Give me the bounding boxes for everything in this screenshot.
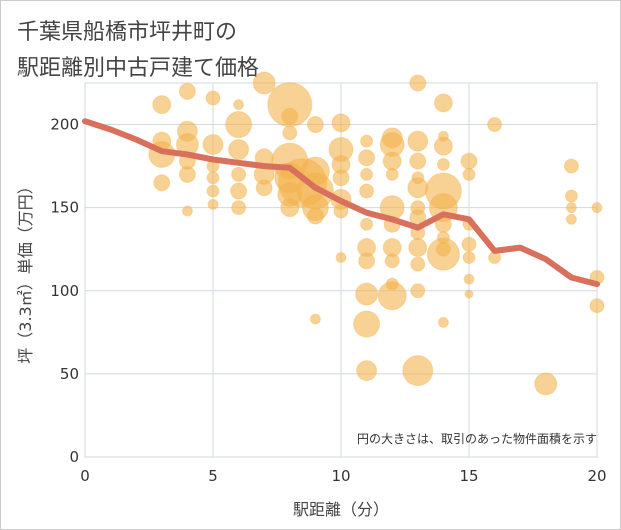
- data-point: [360, 134, 374, 148]
- data-point: [281, 107, 299, 125]
- data-point: [534, 372, 558, 396]
- trend-line: [82, 118, 600, 288]
- data-point: [353, 310, 381, 338]
- data-point: [460, 152, 478, 170]
- chart-title: 千葉県船橋市坪井町の 駅距離別中古戸建て価格: [17, 15, 259, 87]
- data-point: [358, 149, 376, 167]
- bubble-layer: [148, 71, 605, 396]
- data-point: [206, 171, 220, 185]
- y-tick-label: 150: [50, 199, 79, 217]
- data-point: [384, 253, 400, 269]
- grid-lines: [84, 82, 598, 458]
- data-point: [355, 282, 379, 306]
- data-point: [207, 198, 219, 210]
- data-point: [410, 256, 426, 272]
- y-tick-labels: 0 50 100 150 200: [50, 116, 79, 466]
- data-point: [306, 207, 324, 225]
- x-tick-label: 15: [459, 467, 478, 485]
- data-point: [205, 90, 221, 106]
- title-line-1: 千葉県船橋市坪井町の: [17, 20, 238, 45]
- data-point: [563, 158, 579, 174]
- data-point: [462, 167, 476, 181]
- data-point: [464, 289, 474, 299]
- y-axis-label: 坪（3.3㎡）単価（万円）: [16, 178, 35, 363]
- x-tick-label: 0: [80, 467, 90, 485]
- x-tick-label: 10: [331, 467, 350, 485]
- data-point: [407, 177, 429, 199]
- y-tick-label: 0: [69, 448, 79, 466]
- data-point: [591, 202, 603, 214]
- data-point: [463, 273, 475, 285]
- data-point: [385, 277, 399, 291]
- data-point: [382, 151, 402, 171]
- data-point: [436, 157, 450, 171]
- data-point: [407, 130, 429, 152]
- data-point: [202, 134, 224, 156]
- data-point: [402, 355, 434, 387]
- data-point: [309, 313, 321, 325]
- data-point: [331, 113, 351, 133]
- data-point: [564, 189, 578, 203]
- data-point: [409, 74, 427, 92]
- y-tick-label: 50: [60, 365, 79, 383]
- data-point: [230, 182, 248, 200]
- data-point: [358, 252, 376, 270]
- data-point: [356, 360, 378, 382]
- data-point: [225, 111, 253, 139]
- y-tick-label: 200: [50, 116, 79, 134]
- data-point: [433, 93, 453, 113]
- x-tick-label: 5: [208, 467, 218, 485]
- data-point: [437, 316, 449, 328]
- data-point: [181, 205, 193, 217]
- data-point: [306, 116, 324, 134]
- y-tick-label: 100: [50, 282, 79, 300]
- x-axis-label: 駅距離（分）: [293, 500, 389, 519]
- data-point: [487, 117, 503, 133]
- data-point: [153, 174, 171, 192]
- data-point: [206, 184, 220, 198]
- data-point: [461, 236, 477, 252]
- data-point: [360, 217, 374, 231]
- data-point: [589, 298, 605, 314]
- x-tick-label: 20: [587, 467, 606, 485]
- data-point: [408, 238, 428, 258]
- data-point: [409, 152, 427, 170]
- x-tick-labels: 0 5 10 15 20: [80, 467, 606, 485]
- data-point: [231, 200, 247, 216]
- data-point: [433, 136, 453, 156]
- data-point: [332, 169, 350, 187]
- data-point: [252, 71, 276, 95]
- data-point: [152, 95, 172, 115]
- data-point: [359, 183, 375, 199]
- data-point: [233, 99, 245, 111]
- data-point: [410, 283, 426, 299]
- data-point: [282, 125, 298, 141]
- data-point: [385, 167, 399, 181]
- data-point: [565, 202, 577, 214]
- size-note: 円の大きさは、取引のあった物件面積を示す: [357, 431, 597, 446]
- data-point: [565, 213, 577, 225]
- title-line-2: 駅距離別中古戸建て価格: [17, 56, 260, 81]
- data-point: [462, 251, 476, 265]
- data-point: [426, 237, 460, 271]
- data-point: [178, 165, 196, 183]
- data-point: [231, 166, 247, 182]
- data-point: [360, 167, 374, 181]
- data-point: [178, 82, 196, 100]
- data-point: [228, 138, 250, 160]
- data-point: [335, 252, 347, 264]
- data-point: [255, 179, 273, 197]
